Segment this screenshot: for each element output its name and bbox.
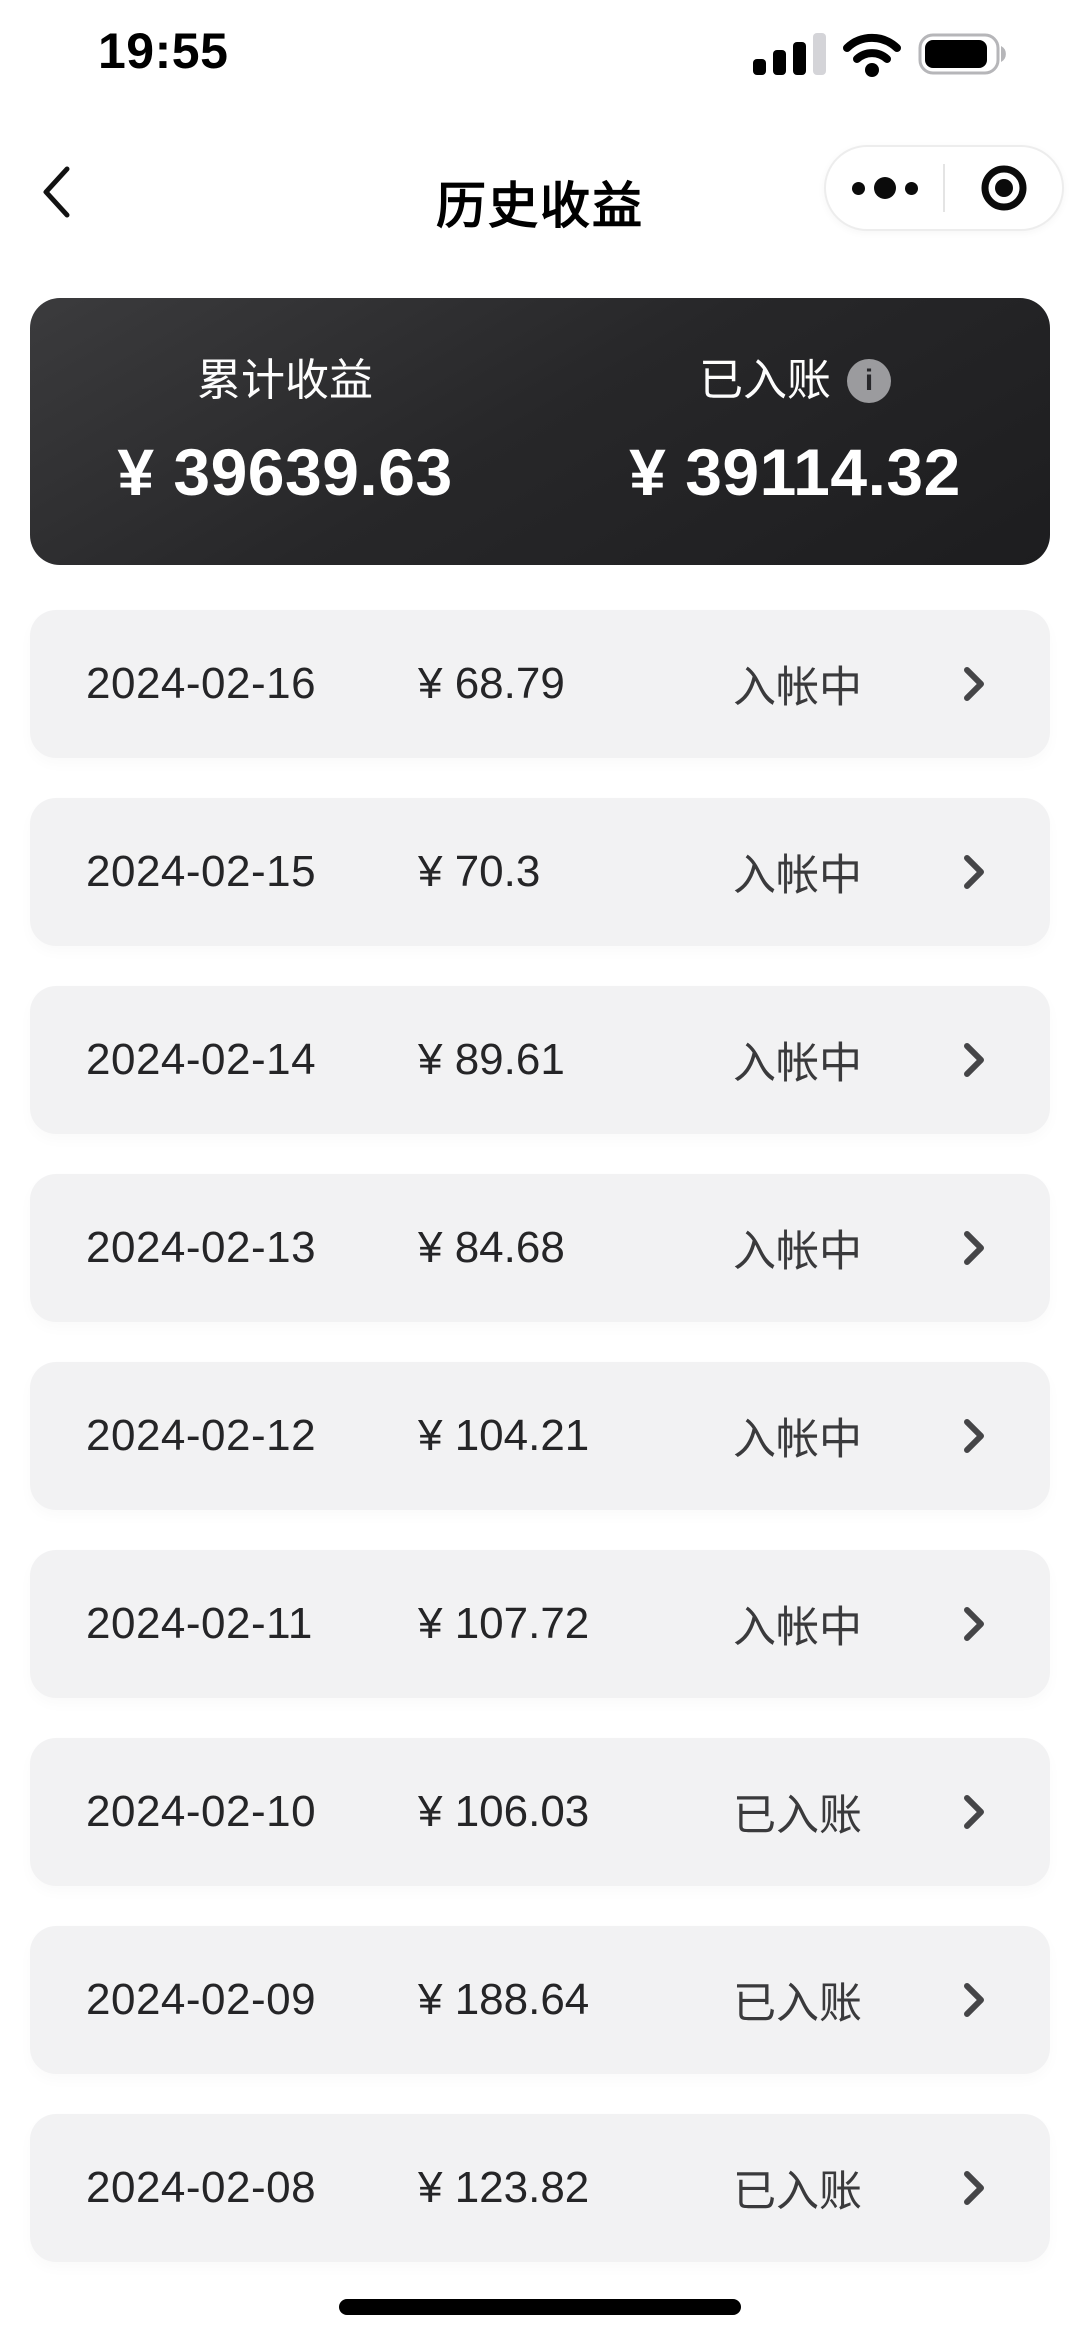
earnings-row[interactable]: 2024-02-11 ¥ 107.72 入帐中 xyxy=(30,1550,1050,1698)
home-indicator[interactable] xyxy=(339,2299,741,2315)
credited-label: 已入账 xyxy=(699,355,831,405)
chevron-right-icon[interactable] xyxy=(962,2170,986,2206)
chevron-right-icon[interactable] xyxy=(962,854,986,890)
row-status: 入帐中 xyxy=(733,1040,862,1088)
chevron-right-icon[interactable] xyxy=(962,1042,986,1078)
row-status: 已入账 xyxy=(733,1792,862,1840)
earnings-row[interactable]: 2024-02-08 ¥ 123.82 已入账 xyxy=(30,2114,1050,2262)
status-time: 19:55 xyxy=(98,23,229,79)
earnings-row[interactable]: 2024-02-16 ¥ 68.79 入帐中 xyxy=(30,610,1050,758)
summary-card: 累计收益 ¥ 39639.63 已入账 i ¥ 39114.32 xyxy=(30,298,1050,565)
nav-bar: 历史收益 xyxy=(0,100,1080,240)
credited-value: ¥ 39114.32 xyxy=(629,434,961,509)
capsule-close-button[interactable] xyxy=(945,147,1062,229)
row-status: 入帐中 xyxy=(733,1228,862,1276)
row-date: 2024-02-09 xyxy=(86,1975,317,2024)
capsule-divider xyxy=(943,164,945,212)
chevron-right-icon[interactable] xyxy=(962,1982,986,2018)
row-date: 2024-02-12 xyxy=(86,1411,317,1460)
cellular-signal-icon xyxy=(753,33,826,75)
row-status: 入帐中 xyxy=(733,1604,862,1652)
back-button[interactable] xyxy=(40,164,84,220)
total-earnings-label: 累计收益 xyxy=(197,355,373,405)
row-amount: ¥ 89.61 xyxy=(418,1035,565,1084)
more-icon xyxy=(851,177,918,199)
row-status: 入帐中 xyxy=(733,664,862,712)
chevron-right-icon[interactable] xyxy=(962,1794,986,1830)
row-date: 2024-02-10 xyxy=(86,1787,317,1836)
battery-icon xyxy=(918,33,1008,75)
row-amount: ¥ 188.64 xyxy=(418,1975,590,2024)
earnings-list: 2024-02-16 ¥ 68.79 入帐中 2024-02-15 ¥ 70.3… xyxy=(30,610,1050,2262)
chevron-right-icon[interactable] xyxy=(962,1418,986,1454)
row-date: 2024-02-13 xyxy=(86,1223,317,1272)
row-status: 入帐中 xyxy=(733,852,862,900)
row-amount: ¥ 123.82 xyxy=(418,2163,590,2212)
page-title: 历史收益 xyxy=(436,178,644,234)
earnings-row[interactable]: 2024-02-13 ¥ 84.68 入帐中 xyxy=(30,1174,1050,1322)
earnings-row[interactable]: 2024-02-12 ¥ 104.21 入帐中 xyxy=(30,1362,1050,1510)
earnings-row[interactable]: 2024-02-10 ¥ 106.03 已入账 xyxy=(30,1738,1050,1886)
miniprogram-capsule xyxy=(824,145,1064,231)
earnings-row[interactable]: 2024-02-15 ¥ 70.3 入帐中 xyxy=(30,798,1050,946)
total-earnings-value: ¥ 39639.63 xyxy=(117,434,453,509)
row-status: 已入账 xyxy=(733,1980,862,2028)
row-amount: ¥ 84.68 xyxy=(418,1223,565,1272)
capsule-more-button[interactable] xyxy=(826,147,943,229)
row-amount: ¥ 70.3 xyxy=(418,847,541,896)
chevron-right-icon[interactable] xyxy=(962,1230,986,1266)
row-amount: ¥ 68.79 xyxy=(418,659,565,708)
summary-total: 累计收益 ¥ 39639.63 xyxy=(30,298,540,565)
row-status: 入帐中 xyxy=(733,1416,862,1464)
row-amount: ¥ 106.03 xyxy=(418,1787,590,1836)
back-chevron-icon xyxy=(43,166,70,218)
row-amount: ¥ 104.21 xyxy=(418,1411,590,1460)
row-date: 2024-02-08 xyxy=(86,2163,317,2212)
row-status: 已入账 xyxy=(733,2168,862,2216)
circle-dot-icon xyxy=(981,165,1026,211)
wifi-icon xyxy=(841,31,903,77)
row-amount: ¥ 107.72 xyxy=(418,1599,590,1648)
row-date: 2024-02-11 xyxy=(86,1599,313,1648)
row-date: 2024-02-16 xyxy=(86,659,317,708)
status-bar: 19:55 xyxy=(0,0,1080,100)
earnings-row[interactable]: 2024-02-09 ¥ 188.64 已入账 xyxy=(30,1926,1050,2074)
summary-credited: 已入账 i ¥ 39114.32 xyxy=(540,298,1050,565)
row-date: 2024-02-15 xyxy=(86,847,317,896)
status-icons xyxy=(753,31,1008,77)
row-date: 2024-02-14 xyxy=(86,1035,317,1084)
chevron-right-icon[interactable] xyxy=(962,666,986,702)
info-icon[interactable]: i xyxy=(847,358,891,403)
earnings-row[interactable]: 2024-02-14 ¥ 89.61 入帐中 xyxy=(30,986,1050,1134)
chevron-right-icon[interactable] xyxy=(962,1606,986,1642)
